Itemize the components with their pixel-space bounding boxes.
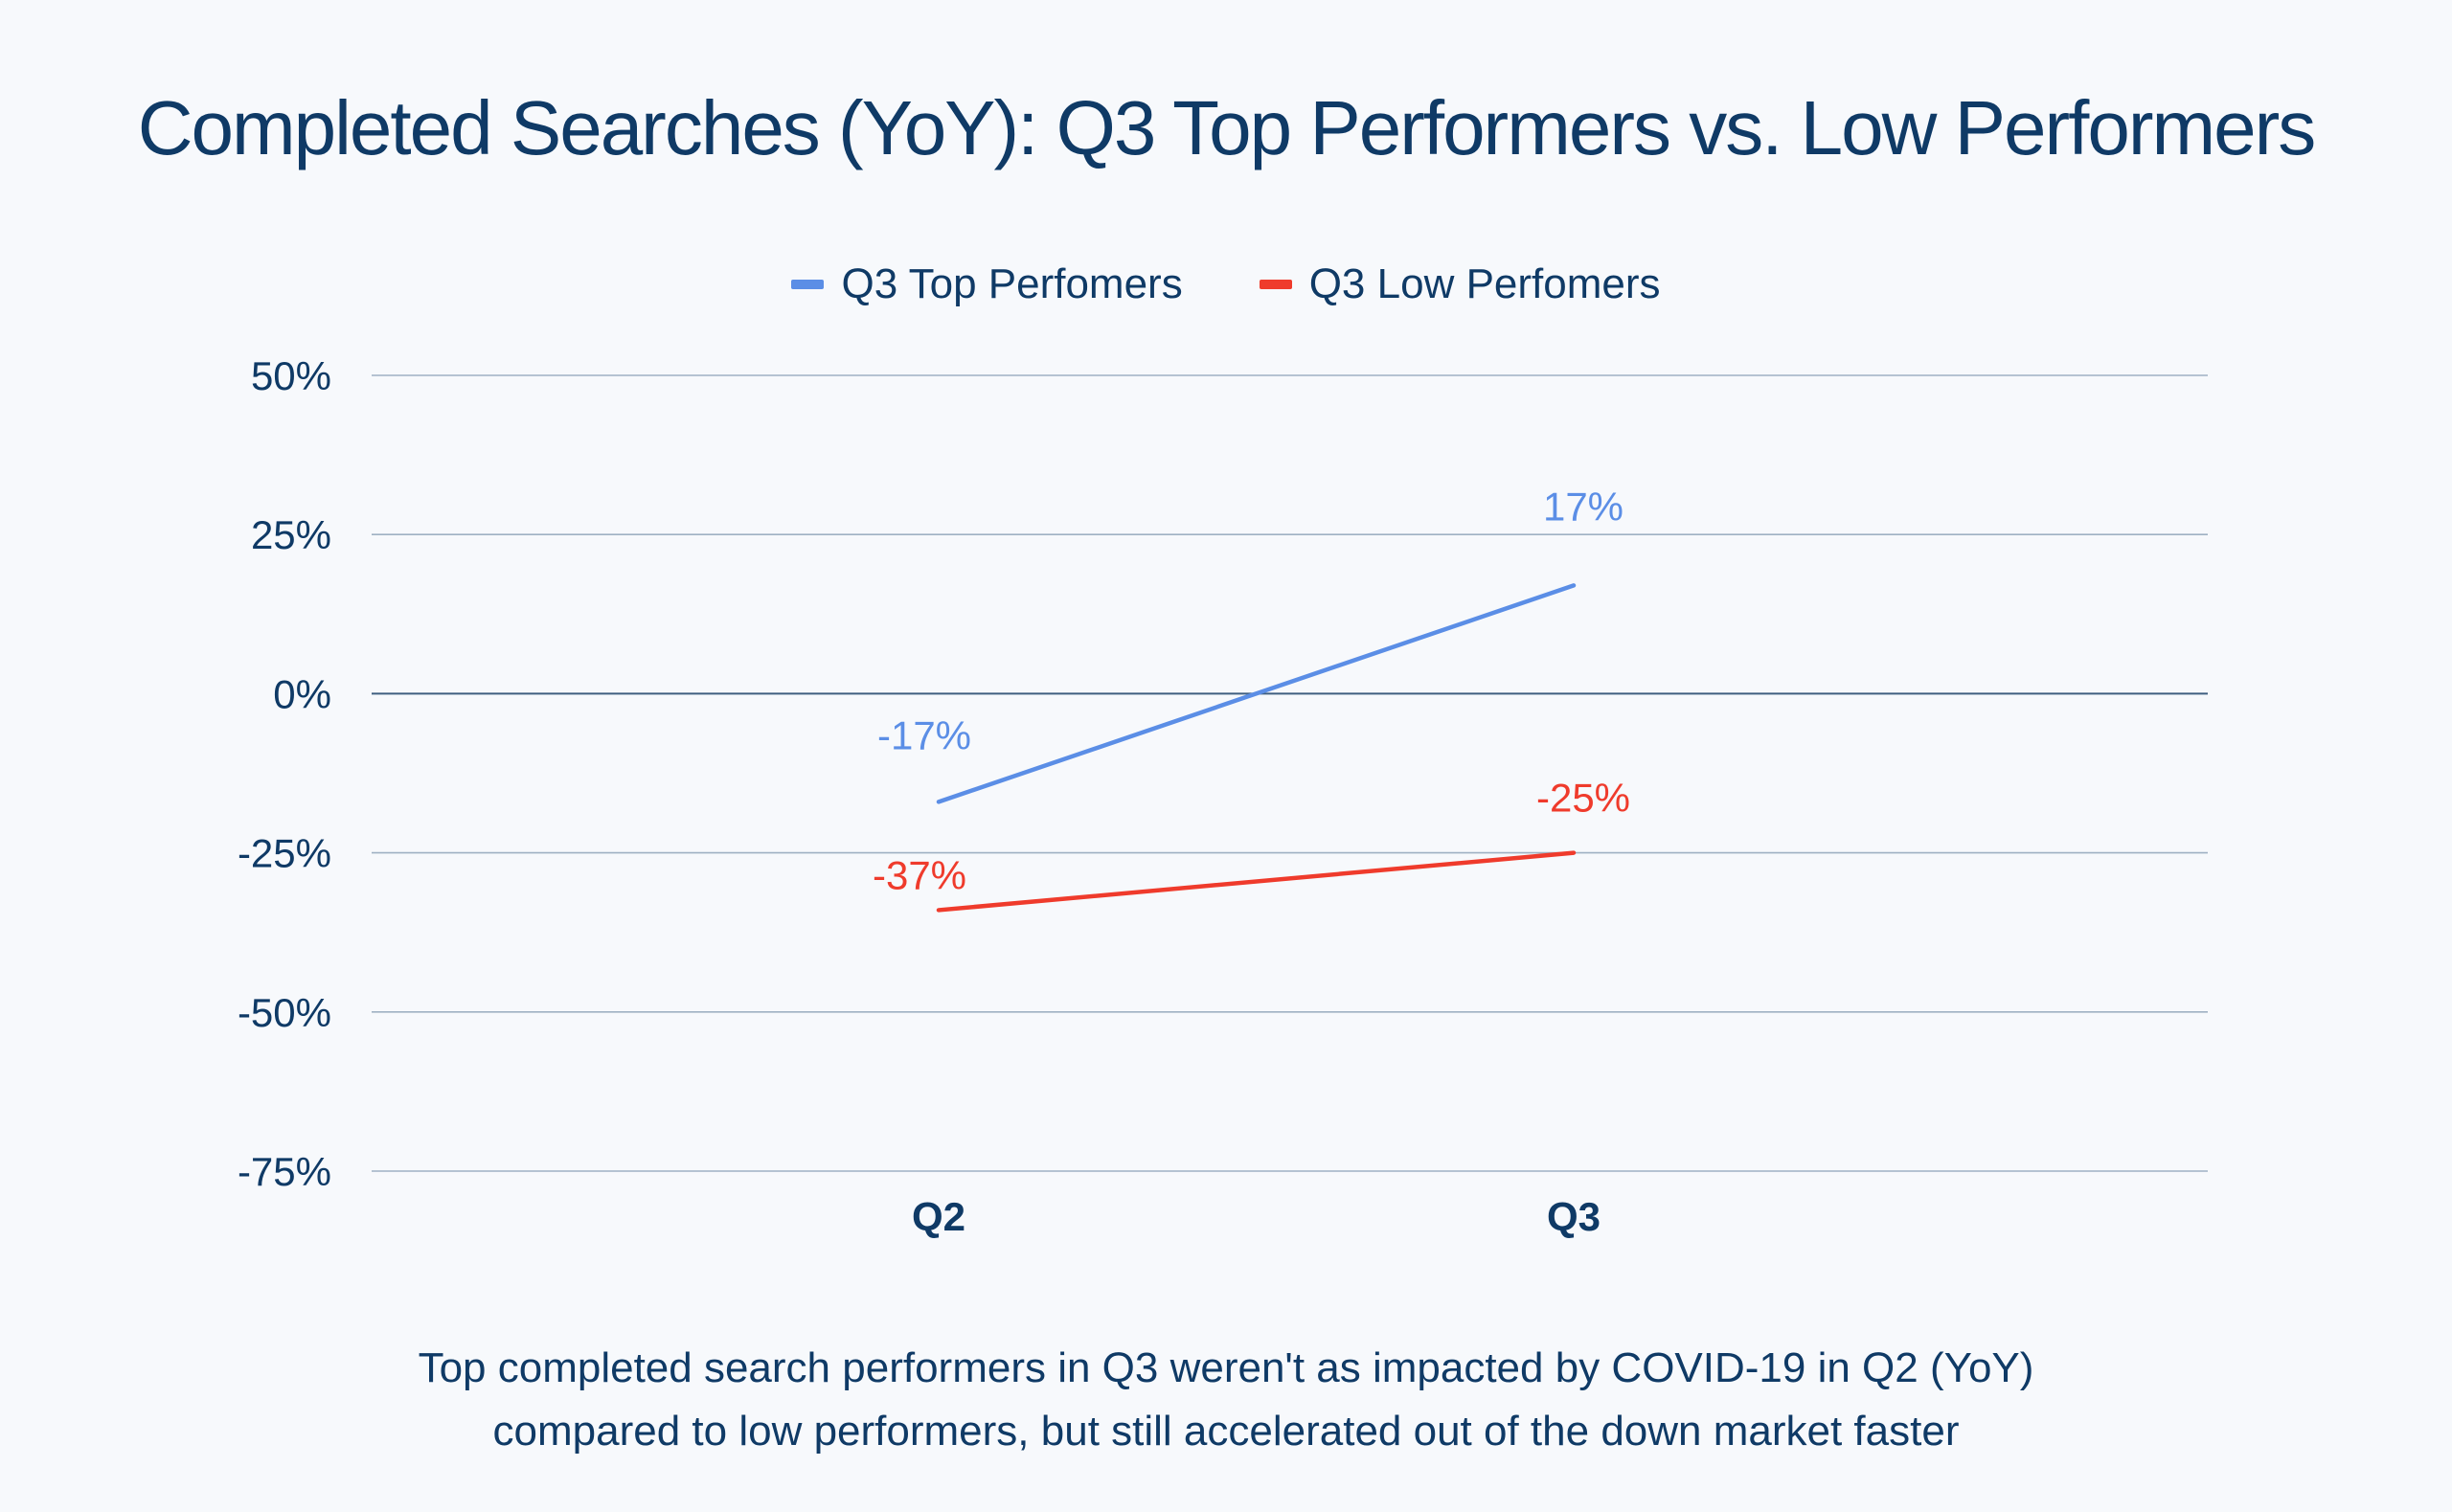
y-axis-ticks: 50% 25% 0% -25% -50% -75% xyxy=(238,353,331,1194)
caption-line-1: Top completed search performers in Q3 we… xyxy=(418,1344,2034,1391)
series-line xyxy=(936,583,1577,804)
x-tick-label: Q3 xyxy=(1547,1194,1601,1239)
caption-line-2: compared to low performers, but still ac… xyxy=(492,1408,1960,1455)
data-label: -37% xyxy=(873,852,966,897)
y-tick-label: 0% xyxy=(273,671,331,716)
x-axis-ticks: Q2 Q3 xyxy=(912,1194,1601,1239)
y-tick-label: -50% xyxy=(238,990,331,1035)
gridlines xyxy=(372,374,2208,1172)
y-tick-label: -75% xyxy=(238,1149,331,1194)
data-label: -25% xyxy=(1536,776,1630,821)
legend-item-low-performers[interactable]: Q3 Low Perfomers xyxy=(1259,260,1661,308)
data-labels: -17% 17% -37% -25% xyxy=(873,484,1630,897)
series-lines xyxy=(936,583,1577,913)
series-line xyxy=(936,850,1577,913)
y-tick-label: -25% xyxy=(238,831,331,876)
y-tick-label: 25% xyxy=(251,512,331,557)
x-tick-label: Q2 xyxy=(912,1194,965,1239)
legend: Q3 Top Perfomers Q3 Low Perfomers xyxy=(0,260,2452,308)
data-label: 17% xyxy=(1543,484,1623,529)
legend-label-low-performers: Q3 Low Perfomers xyxy=(1308,260,1661,307)
data-label: -17% xyxy=(877,712,971,757)
legend-swatch-top-performers xyxy=(791,280,825,289)
legend-item-top-performers[interactable]: Q3 Top Perfomers xyxy=(791,260,1183,308)
legend-swatch-low-performers xyxy=(1259,280,1292,289)
legend-label-top-performers: Q3 Top Perfomers xyxy=(841,260,1183,307)
chart-title: Completed Searches (YoY): Q3 Top Perform… xyxy=(137,85,2317,170)
chart-caption: Top completed search performers in Q3 we… xyxy=(0,1337,2452,1463)
y-tick-label: 50% xyxy=(251,353,331,398)
